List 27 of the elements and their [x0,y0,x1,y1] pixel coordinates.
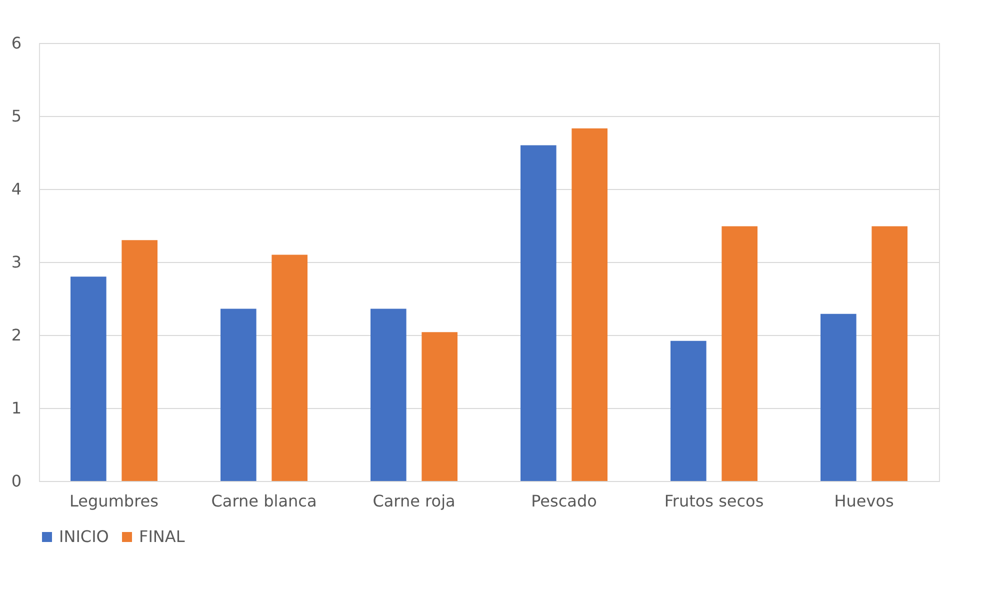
x-tick-label: Pescado [531,492,597,510]
bar [520,145,556,481]
y-tick-label: 1 [11,398,22,418]
legend-label: INICIO [59,527,109,546]
y-tick-label: 0 [11,472,22,490]
y-tick-label: 3 [11,252,22,272]
bar [820,314,856,481]
y-tick-label: 4 [11,180,22,198]
x-tick-label: Legumbres [70,492,158,510]
bar [370,308,406,481]
y-tick-label: 2 [11,326,22,344]
bar [722,226,758,481]
bar [872,226,908,481]
bar [572,128,608,481]
bar [220,308,256,481]
x-tick-label: Carne roja [372,492,456,510]
bar [422,332,458,481]
bar [70,276,106,481]
x-tick-label: Huevos [834,492,894,510]
bar [670,340,706,481]
y-tick-label: 6 [11,34,22,52]
y-tick-label: 5 [11,106,22,126]
legend-label: FINAL [139,527,185,546]
x-tick-label: Frutos secos [664,492,764,510]
bar [272,254,308,481]
bar [122,240,158,481]
x-tick-label: Carne blanca [211,492,317,510]
